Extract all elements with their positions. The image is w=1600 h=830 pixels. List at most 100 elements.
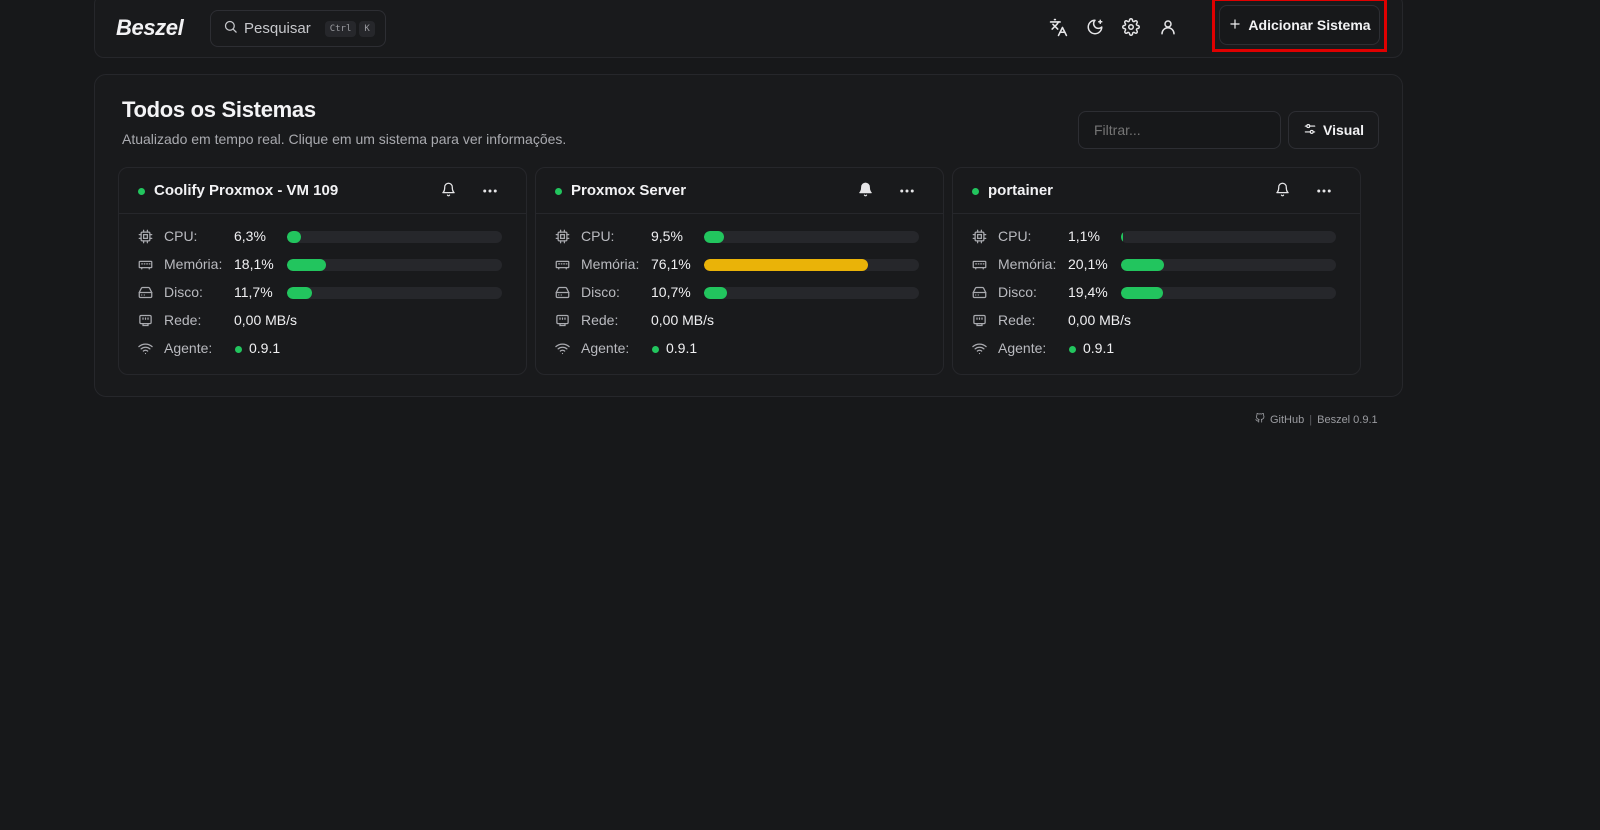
system-name: Coolify Proxmox - VM 109 — [154, 182, 339, 199]
disk-bar — [704, 287, 919, 299]
cpu-value: 1,1% — [1068, 228, 1100, 244]
cpu-value: 9,5% — [651, 228, 683, 244]
filter-input[interactable] — [1078, 111, 1281, 149]
wifi-icon — [972, 341, 988, 357]
highlight-box — [1212, 0, 1387, 52]
status-dot — [972, 188, 979, 195]
metric-row-disk: Disco: 19,4% — [972, 282, 1352, 304]
cpu-bar-fill — [1121, 231, 1124, 243]
network-value: 0,00 MB/s — [234, 312, 298, 328]
brand-logo[interactable]: Beszel — [116, 15, 184, 40]
more-options-icon[interactable] — [1315, 182, 1337, 202]
search-shortcut: Ctrl K — [324, 20, 375, 37]
system-card[interactable]: Proxmox Server CPU: 9,5% Memória: 76,1% Disco… — [535, 167, 944, 375]
more-options-icon[interactable] — [898, 182, 920, 202]
search-label: Pesquisar — [244, 20, 311, 37]
metric-row-network: Rede: 0,00 MB/s — [555, 310, 935, 332]
disk-value: 10,7% — [651, 284, 691, 300]
wifi-icon — [555, 341, 571, 357]
bell-icon[interactable] — [441, 182, 461, 202]
agent-version: 0.9.1 — [1083, 340, 1115, 356]
network-value: 0,00 MB/s — [1068, 312, 1132, 328]
cpu-bar — [704, 231, 919, 243]
cpu-label: CPU: — [998, 228, 1032, 244]
bell-icon[interactable] — [858, 182, 878, 202]
disk-icon — [555, 285, 571, 301]
memory-bar — [287, 259, 502, 271]
cpu-bar — [287, 231, 502, 243]
disk-bar — [1121, 287, 1336, 299]
sliders-icon — [1303, 122, 1317, 139]
cpu-value: 6,3% — [234, 228, 266, 244]
settings-gear-icon[interactable] — [1117, 13, 1145, 41]
bell-icon[interactable] — [1275, 182, 1295, 202]
cpu-bar-fill — [287, 231, 301, 243]
disk-label: Disco: — [581, 284, 620, 300]
footer-separator: | — [1309, 413, 1313, 426]
top-navbar: Beszel Pesquisar Ctrl K Adicionar Sistem… — [94, 0, 1403, 58]
disk-value: 11,7% — [234, 284, 273, 300]
metric-row-disk: Disco: 10,7% — [555, 282, 935, 304]
memory-label: Memória: — [998, 256, 1057, 272]
github-link[interactable]: GitHub — [1270, 413, 1305, 426]
add-system-button[interactable]: Adicionar Sistema — [1219, 5, 1380, 45]
plus-icon — [1228, 17, 1242, 34]
search-button[interactable]: Pesquisar Ctrl K — [210, 10, 386, 47]
cpu-icon — [972, 229, 988, 245]
footer: GitHub | Beszel 0.9.1 — [1255, 412, 1378, 426]
memory-bar-fill — [704, 259, 868, 271]
memory-icon — [555, 257, 571, 273]
cpu-bar-fill — [704, 231, 725, 243]
metric-row-memory: Memória: 20,1% — [972, 254, 1352, 276]
system-name: Proxmox Server — [571, 182, 687, 199]
wifi-icon — [138, 341, 154, 357]
network-label: Rede: — [998, 312, 1036, 328]
memory-label: Memória: — [164, 256, 223, 272]
page-title: Todos os Sistemas — [122, 97, 316, 122]
disk-icon — [138, 285, 154, 301]
network-label: Rede: — [164, 312, 202, 328]
network-value: 0,00 MB/s — [651, 312, 715, 328]
metric-row-memory: Memória: 76,1% — [555, 254, 935, 276]
disk-bar — [287, 287, 502, 299]
version-link[interactable]: Beszel 0.9.1 — [1317, 413, 1378, 426]
memory-value: 76,1% — [651, 256, 691, 272]
card-header: portainer — [953, 168, 1360, 214]
memory-icon — [972, 257, 988, 273]
cpu-label: CPU: — [164, 228, 198, 244]
memory-icon — [138, 257, 154, 273]
network-icon — [555, 313, 571, 329]
metric-row-cpu: CPU: 9,5% — [555, 226, 935, 248]
disk-icon — [972, 285, 988, 301]
visual-label: Visual — [1323, 122, 1364, 138]
disk-bar-fill — [704, 287, 727, 299]
visual-button[interactable]: Visual — [1288, 111, 1379, 149]
memory-bar-fill — [1121, 259, 1165, 271]
agent-version: 0.9.1 — [666, 340, 698, 356]
disk-value: 19,4% — [1068, 284, 1108, 300]
network-icon — [972, 313, 988, 329]
page-subtitle: Atualizado em tempo real. Clique em um s… — [122, 131, 567, 147]
theme-moon-icon[interactable] — [1081, 13, 1109, 41]
github-icon — [1255, 412, 1265, 426]
status-dot — [138, 188, 145, 195]
memory-value: 18,1% — [234, 256, 274, 272]
translate-icon[interactable] — [1044, 13, 1072, 41]
more-options-icon[interactable] — [481, 182, 503, 202]
system-card[interactable]: portainer CPU: 1,1% Memória: 20,1% Disco: 19,4… — [952, 167, 1361, 375]
search-icon — [223, 19, 238, 38]
disk-label: Disco: — [164, 284, 203, 300]
memory-bar — [704, 259, 919, 271]
agent-label: Agente: — [998, 340, 1047, 356]
add-system-label: Adicionar Sistema — [1248, 17, 1371, 33]
user-icon[interactable] — [1154, 13, 1182, 41]
metric-row-agent: Agente: 0.9.1 — [138, 338, 518, 360]
agent-label: Agente: — [164, 340, 213, 356]
status-dot — [555, 188, 562, 195]
memory-bar-fill — [287, 259, 326, 271]
card-header: Proxmox Server — [536, 168, 943, 214]
system-name: portainer — [988, 182, 1054, 199]
system-card[interactable]: Coolify Proxmox - VM 109 CPU: 6,3% Memória:… — [118, 167, 527, 375]
metric-row-network: Rede: 0,00 MB/s — [138, 310, 518, 332]
cpu-bar — [1121, 231, 1336, 243]
